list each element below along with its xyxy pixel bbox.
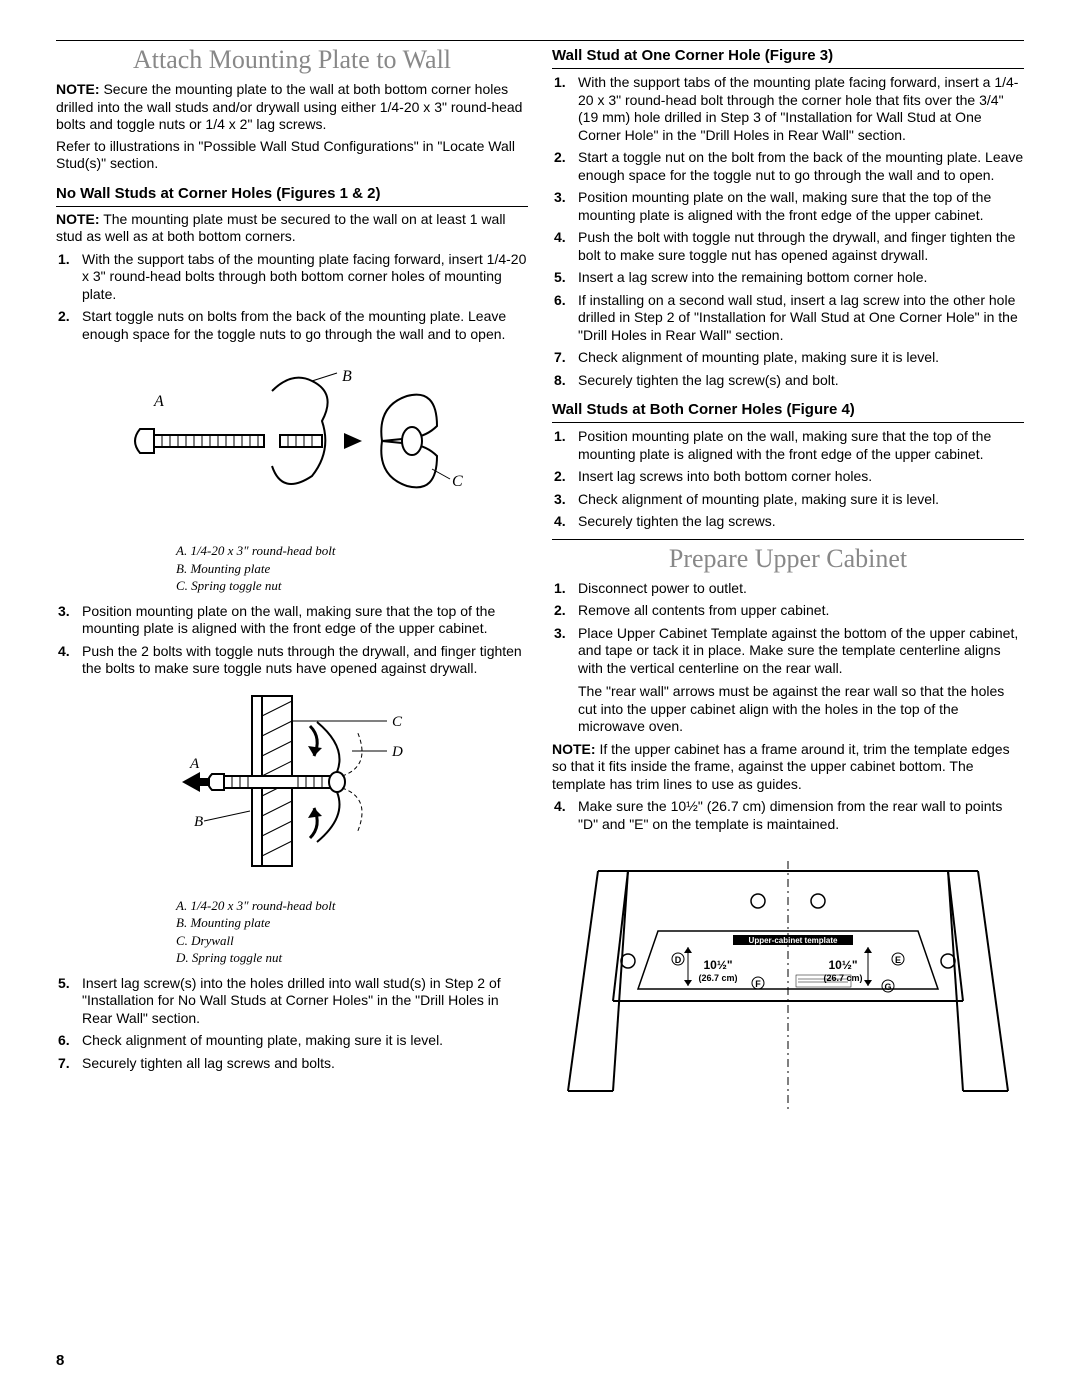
svg-text:E: E	[895, 955, 901, 965]
subhead-both-corners: Wall Studs at Both Corner Holes (Figure …	[552, 401, 1024, 423]
left-column: Attach Mounting Plate to Wall NOTE: Secu…	[56, 41, 528, 1132]
steps-prepare: Disconnect power to outlet. Remove all c…	[552, 580, 1024, 736]
svg-text:A: A	[153, 393, 164, 410]
svg-text:A: A	[189, 756, 200, 772]
b-step-4: Securely tighten the lag screws.	[552, 513, 1024, 531]
r-step-7: Check alignment of mounting plate, makin…	[552, 349, 1024, 367]
figure-drywall: A B C D	[56, 686, 528, 891]
step-3: Position mounting plate on the wall, mak…	[56, 603, 528, 638]
svg-text:B: B	[194, 814, 203, 830]
subhead-no-studs: No Wall Studs at Corner Holes (Figures 1…	[56, 185, 528, 207]
steps-both-corners: Position mounting plate on the wall, mak…	[552, 428, 1024, 531]
figure-cabinet-template: Upper-cabinet template D E F G	[552, 841, 1024, 1126]
note-mounting-plate: NOTE: The mounting plate must be secured…	[56, 211, 528, 246]
figure-bolt-toggle: A B	[56, 351, 528, 536]
svg-text:(26.7 cm): (26.7 cm)	[698, 973, 737, 983]
steps-no-studs-a: With the support tabs of the mounting pl…	[56, 251, 528, 344]
figure2-legend: A. 1/4-20 x 3" round-head bolt B. Mounti…	[176, 897, 528, 967]
p-step-1: Disconnect power to outlet.	[552, 580, 1024, 598]
r-step-5: Insert a lag screw into the remaining bo…	[552, 269, 1024, 287]
p-step-2: Remove all contents from upper cabinet.	[552, 602, 1024, 620]
step-4: Push the 2 bolts with toggle nuts throug…	[56, 643, 528, 678]
b-step-2: Insert lag screws into both bottom corne…	[552, 468, 1024, 486]
svg-text:B: B	[342, 368, 352, 385]
steps-no-studs-b: Position mounting plate on the wall, mak…	[56, 603, 528, 678]
step-6: Check alignment of mounting plate, makin…	[56, 1032, 528, 1050]
r-step-6: If installing on a second wall stud, ins…	[552, 292, 1024, 345]
right-column: Wall Stud at One Corner Hole (Figure 3) …	[552, 41, 1024, 1132]
svg-text:F: F	[755, 979, 761, 989]
b-step-3: Check alignment of mounting plate, makin…	[552, 491, 1024, 509]
r-step-3: Position mounting plate on the wall, mak…	[552, 189, 1024, 224]
note-cabinet-frame: NOTE: If the upper cabinet has a frame a…	[552, 741, 1024, 794]
p-step-4: Make sure the 10½" (26.7 cm) dimension f…	[552, 798, 1024, 833]
refer-text: Refer to illustrations in "Possible Wall…	[56, 138, 528, 173]
svg-text:D: D	[391, 744, 403, 760]
figure1-legend: A. 1/4-20 x 3" round-head bolt B. Mounti…	[176, 542, 528, 595]
svg-text:G: G	[884, 982, 891, 992]
step-2: Start toggle nuts on bolts from the back…	[56, 308, 528, 343]
b-step-1: Position mounting plate on the wall, mak…	[552, 428, 1024, 463]
p-step-3: Place Upper Cabinet Template against the…	[552, 625, 1024, 736]
step-1: With the support tabs of the mounting pl…	[56, 251, 528, 304]
step-5: Insert lag screw(s) into the holes drill…	[56, 975, 528, 1028]
svg-text:10½": 10½"	[703, 958, 732, 972]
svg-text:C: C	[392, 714, 403, 730]
r-step-2: Start a toggle nut on the bolt from the …	[552, 149, 1024, 184]
steps-one-corner: With the support tabs of the mounting pl…	[552, 74, 1024, 389]
section-title-attach: Attach Mounting Plate to Wall	[56, 45, 528, 75]
svg-text:Upper-cabinet template: Upper-cabinet template	[749, 936, 838, 945]
r-step-8: Securely tighten the lag screw(s) and bo…	[552, 372, 1024, 390]
subhead-one-corner: Wall Stud at One Corner Hole (Figure 3)	[552, 47, 1024, 69]
step-7: Securely tighten all lag screws and bolt…	[56, 1055, 528, 1073]
r-step-1: With the support tabs of the mounting pl…	[552, 74, 1024, 144]
svg-text:C: C	[452, 473, 463, 490]
svg-text:(26.7 cm): (26.7 cm)	[823, 973, 862, 983]
steps-no-studs-c: Insert lag screw(s) into the holes drill…	[56, 975, 528, 1073]
svg-text:10½": 10½"	[828, 958, 857, 972]
note-secure: NOTE: Secure the mounting plate to the w…	[56, 81, 528, 134]
steps-prepare-b: Make sure the 10½" (26.7 cm) dimension f…	[552, 798, 1024, 833]
r-step-4: Push the bolt with toggle nut through th…	[552, 229, 1024, 264]
section-title-prepare: Prepare Upper Cabinet	[552, 544, 1024, 574]
page-number: 8	[56, 1352, 64, 1369]
svg-text:D: D	[675, 955, 682, 965]
